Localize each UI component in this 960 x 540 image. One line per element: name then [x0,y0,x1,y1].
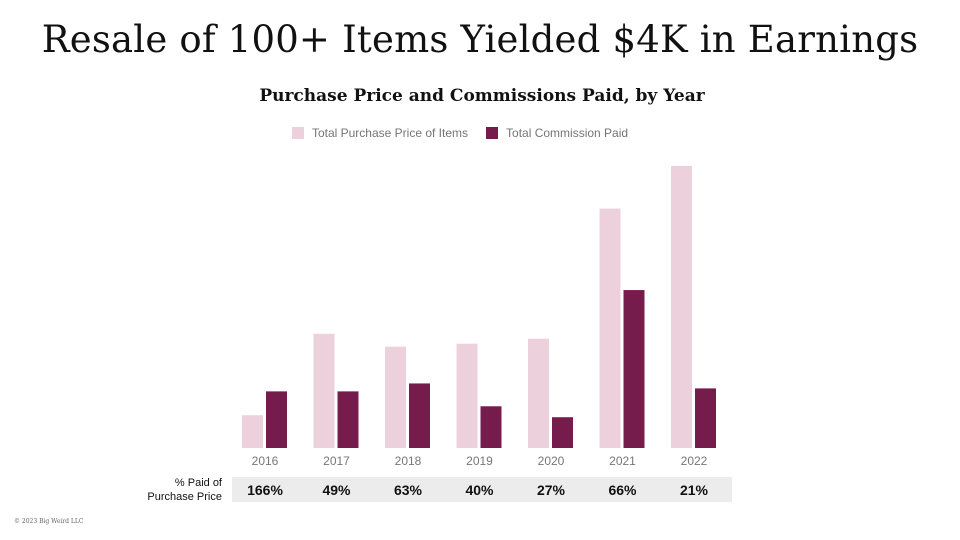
chart-title: Purchase Price and Commissions Paid, by … [259,86,705,106]
x-tick-label-2017: 2017 [323,454,350,468]
pct-paid-label-line2: Purchase Price [147,491,222,503]
pct-paid-row [232,477,732,502]
pct-paid-value-2018: 63% [393,482,423,498]
legend-swatch-commission [486,127,499,139]
main-title: Resale of 100+ Items Yielded $4K in Earn… [41,18,919,61]
pct-paid-value-2021: 66% [608,482,637,498]
bar-commission-2019 [480,406,502,448]
bar-purchase-2016 [242,415,263,448]
chart-legend: Total Purchase Price of Items Total Comm… [0,126,920,140]
legend-label-commission: Total Commission Paid [506,126,629,140]
bar-commission-2021 [623,290,645,448]
pct-paid-value-2019: 40% [465,482,494,498]
x-tick-label-2020: 2020 [538,454,565,468]
pct-paid-label: % Paid of Purchase Price [120,476,222,504]
pct-paid-label-line1: % Paid of [174,477,222,489]
copyright: © 2023 Big Weird LLC [14,518,84,525]
bar-commission-2020 [552,417,573,448]
pct-paid-value-2016: 166% [247,482,283,498]
bar-purchase-2018 [385,346,406,448]
bar-purchase-2017 [313,333,335,448]
x-tick-label-2019: 2019 [466,454,493,468]
pct-paid-value-2020: 27% [536,482,566,498]
x-tick-label-2022: 2022 [681,454,708,468]
pct-paid-value-2022: 21% [679,482,709,498]
bar-purchase-2022 [671,165,692,449]
pct-paid-value-2017: 49% [322,482,351,498]
x-tick-label-2016: 2016 [252,454,279,468]
x-tick-label-2018: 2018 [395,454,422,468]
legend-swatch-purchase [291,127,304,139]
bar-commission-2022 [695,388,716,448]
bar-commission-2016 [266,391,287,448]
bar-purchase-2021 [599,208,621,448]
legend-label-purchase: Total Purchase Price of Items [311,126,469,140]
bar-commission-2018 [409,383,430,448]
x-tick-label-2021: 2021 [609,454,636,468]
bar-commission-2017 [337,391,359,448]
legend-item-commission: Total Commission Paid [486,126,628,140]
bar-purchase-2019 [456,343,478,448]
bar-purchase-2020 [528,338,549,448]
legend-item-purchase: Total Purchase Price of Items [291,126,469,140]
